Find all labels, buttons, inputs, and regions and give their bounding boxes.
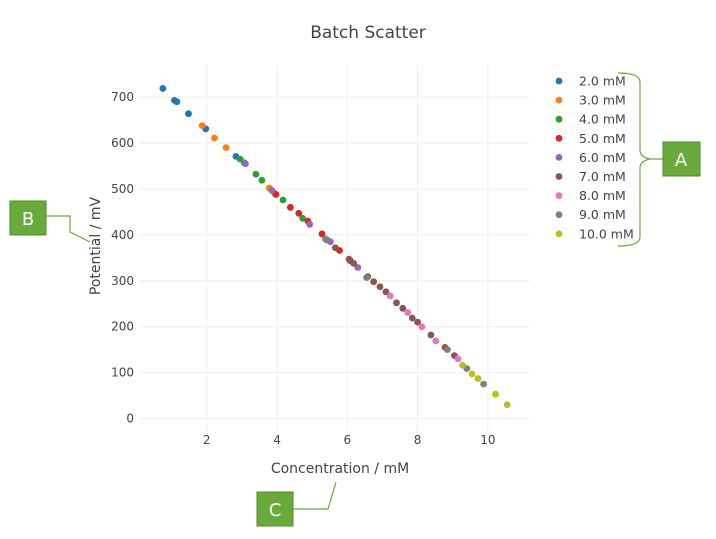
data-point <box>306 220 314 228</box>
legend-label: 3.0 mM <box>579 93 626 108</box>
data-point <box>503 401 511 409</box>
x-tick-label: 8 <box>414 433 422 447</box>
legend-marker <box>555 134 563 142</box>
data-point <box>492 390 499 398</box>
callout-c-label: C <box>269 500 282 521</box>
data-point <box>376 283 384 291</box>
data-point <box>242 160 249 168</box>
x-tick-label: 6 <box>343 433 351 447</box>
data-point <box>252 170 260 178</box>
data-point <box>480 380 488 388</box>
data-point <box>354 264 362 271</box>
data-point <box>322 235 329 243</box>
data-point <box>350 259 358 267</box>
data-point <box>474 375 482 382</box>
data-point <box>363 274 371 281</box>
data-point <box>299 214 307 222</box>
data-point <box>382 288 390 296</box>
data-point <box>272 191 280 198</box>
x-axis-title: Concentration / mM <box>271 461 409 477</box>
data-point <box>418 323 426 331</box>
y-tick-label: 200 <box>111 320 134 334</box>
data-point <box>393 299 400 307</box>
callout-b-box <box>9 200 47 236</box>
legend-label: 8.0 mM <box>579 188 626 203</box>
data-point <box>222 144 230 152</box>
grid-lines <box>140 65 530 430</box>
data-point <box>159 85 167 92</box>
chart-title: Batch Scatter <box>310 23 426 43</box>
y-axis-title: Potential / mV <box>88 196 104 295</box>
y-tick-label: 400 <box>111 228 134 242</box>
legend-marker <box>555 96 563 104</box>
legend-label: 4.0 mM <box>579 112 626 127</box>
data-point <box>268 186 276 194</box>
callout-a-bracket <box>617 72 663 247</box>
legend-label: 5.0 mM <box>579 131 626 146</box>
legend-label: 6.0 mM <box>579 150 626 165</box>
callout-c-leader <box>293 481 337 510</box>
data-point <box>459 361 466 369</box>
y-tick-label: 700 <box>111 90 134 104</box>
callout-b-label: B <box>22 209 34 230</box>
data-point <box>404 309 412 316</box>
data-point <box>432 337 440 345</box>
callout-a-box <box>662 141 701 177</box>
data-point <box>279 196 287 204</box>
y-tick-label: 0 <box>126 412 134 426</box>
data-point <box>258 176 266 184</box>
callout-b-leader <box>46 215 91 243</box>
data-point <box>331 244 339 252</box>
data-point <box>427 331 435 339</box>
data-point <box>454 355 462 363</box>
legend-marker <box>555 154 563 161</box>
legend-marker <box>555 77 563 85</box>
data-point <box>408 314 416 322</box>
data-point <box>399 304 407 312</box>
legend-label: 2.0 mM <box>579 74 626 89</box>
data-point <box>444 346 451 354</box>
callout-a-label: A <box>675 150 688 171</box>
data-point <box>173 98 181 106</box>
data-point <box>370 278 378 286</box>
legend-marker <box>555 173 563 180</box>
data-point <box>185 110 192 118</box>
data-point <box>345 255 353 263</box>
x-tick-label: 2 <box>203 433 211 447</box>
x-tick-label: 4 <box>273 433 281 447</box>
data-point <box>295 209 303 217</box>
legend-marker <box>555 211 563 219</box>
y-tick-label: 300 <box>111 274 134 288</box>
legend: 2.0 mM 3.0 mM 4.0 mM 5.0 mM 6.0 mM 7.0 mM 8.0 … <box>555 74 634 241</box>
y-tick-label: 500 <box>111 182 134 196</box>
y-tick-label: 100 <box>111 366 134 380</box>
x-tick-label: 10 <box>480 433 495 447</box>
legend-label: 7.0 mM <box>579 169 626 184</box>
data-point <box>386 292 394 300</box>
legend-label: 9.0 mM <box>579 207 626 222</box>
data-point <box>414 318 421 326</box>
y-tick-label: 600 <box>111 136 134 150</box>
legend-marker <box>555 230 563 238</box>
data-point <box>198 122 206 130</box>
data-point <box>318 230 326 238</box>
legend-marker <box>555 192 563 200</box>
legend-label: 10.0 mM <box>579 226 634 241</box>
legend-marker <box>555 115 563 123</box>
data-point <box>211 134 218 142</box>
data-points <box>159 85 511 409</box>
data-point <box>468 370 476 378</box>
data-point <box>286 203 294 211</box>
